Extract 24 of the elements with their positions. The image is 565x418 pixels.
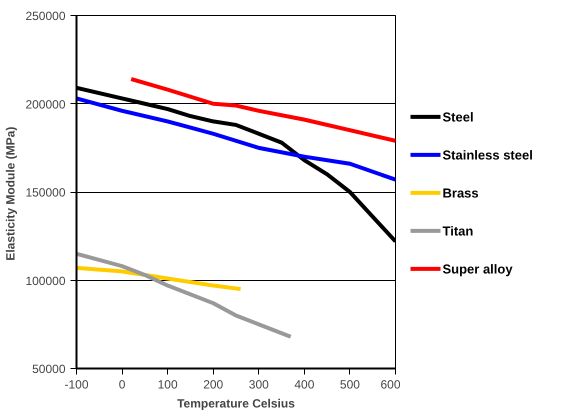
x-axis-title: Temperature Celsius — [177, 396, 296, 410]
legend-label: Stainless steel — [442, 147, 533, 162]
x-tick-label: -100 — [64, 378, 89, 392]
line-series — [129, 77, 396, 143]
legend-label: Super alloy — [442, 261, 514, 276]
line-series — [76, 266, 243, 292]
x-tick-label: 200 — [203, 378, 224, 392]
legend-label: Brass — [442, 185, 479, 200]
x-tick-label: 500 — [340, 378, 360, 392]
x-tick-label: 600 — [380, 378, 401, 392]
y-axis-title: Elasticity Module (MPa) — [3, 126, 18, 261]
y-tick-label: 250000 — [25, 9, 66, 23]
y-tick-label: 150000 — [25, 186, 66, 200]
legend-label: Titan — [442, 223, 474, 238]
y-tick-label: 100000 — [25, 274, 66, 288]
y-tick-label: 50000 — [32, 362, 66, 376]
y-tick-label: 200000 — [25, 97, 66, 112]
x-tick-label: 300 — [248, 378, 270, 392]
line-series — [76, 96, 396, 182]
legend-label: Steel — [442, 109, 474, 124]
x-tick-label: 100 — [158, 378, 178, 392]
x-tick-label: 400 — [294, 378, 315, 392]
line-series — [76, 252, 293, 339]
x-tick-label: 0 — [118, 378, 126, 392]
